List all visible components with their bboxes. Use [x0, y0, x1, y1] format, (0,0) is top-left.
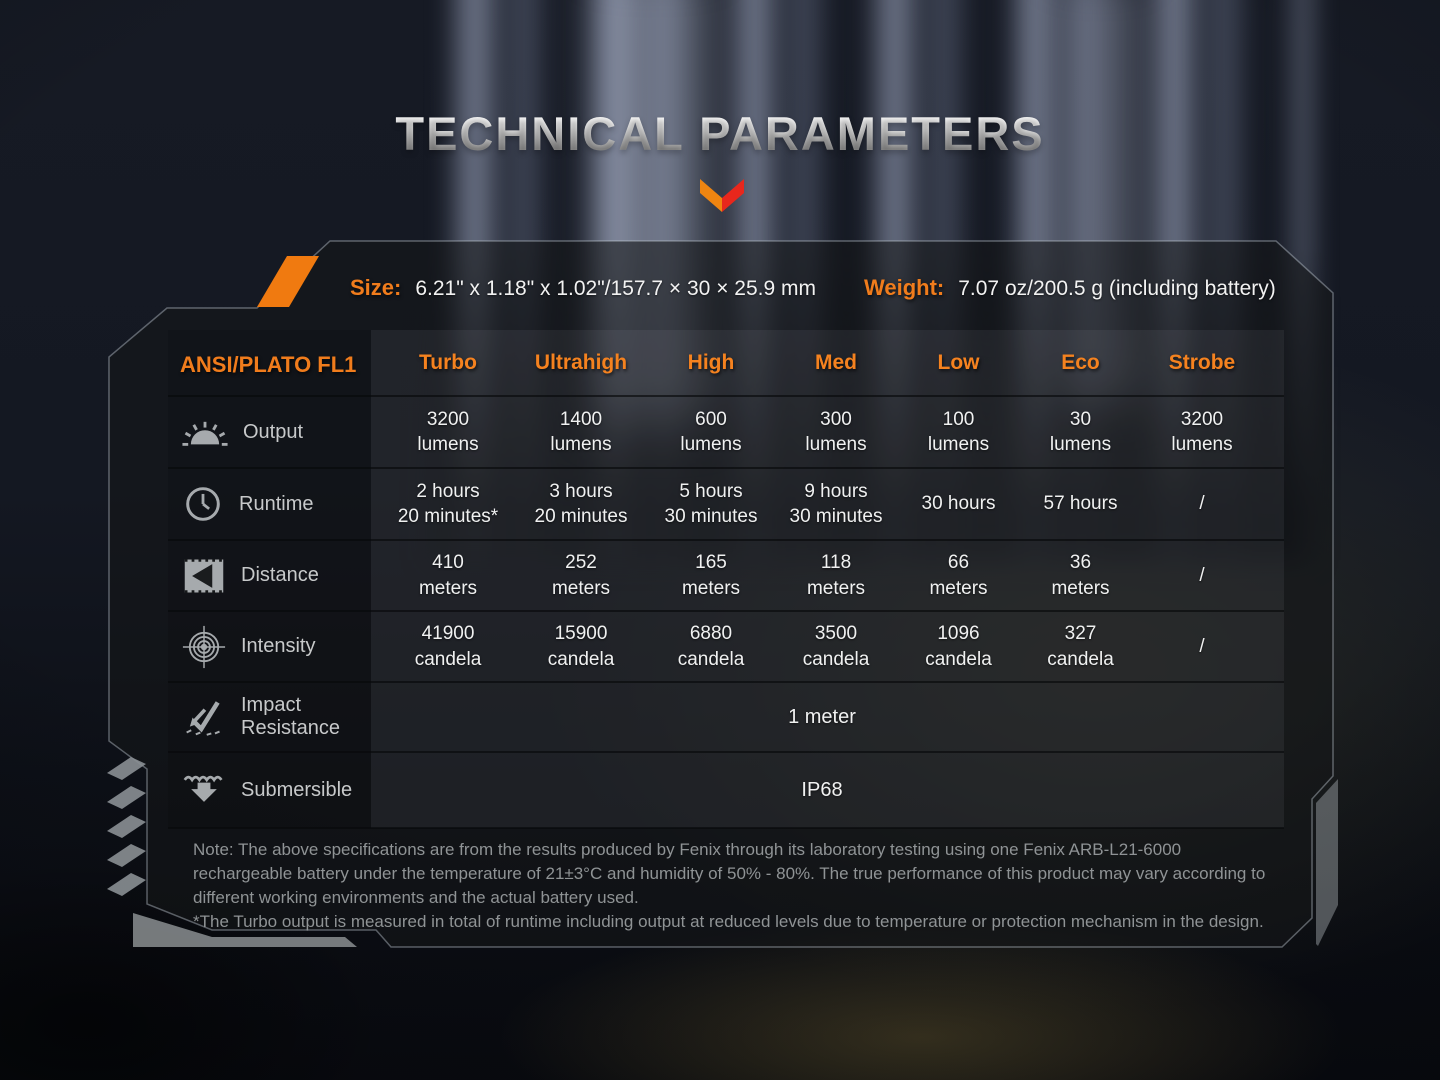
table-cell: 5 hours 30 minutes: [664, 480, 758, 527]
row-label: Distance: [241, 564, 319, 586]
table-cell: /: [1199, 564, 1205, 586]
column-header: Med: [815, 351, 857, 374]
weight-label: Weight:: [863, 275, 945, 300]
table-cell: /: [1199, 493, 1205, 515]
footnote: Note: The above specifications are from …: [193, 838, 1275, 935]
table-cell: 6880 candela: [677, 623, 745, 670]
table-cell: 36 meters: [1051, 552, 1110, 599]
row-header-output: Output: [182, 396, 367, 468]
table-cell: 41900 candela: [414, 623, 482, 670]
sunrise-output-icon: [182, 421, 228, 446]
beam-distance-icon: [184, 558, 224, 593]
right-accent-bar: [1316, 779, 1338, 946]
chevron-down-icon: [700, 179, 744, 212]
table-cell: 600 lumens: [680, 408, 742, 455]
table-cell: 410 meters: [418, 552, 478, 599]
size-value: 6.21" x 1.18" x 1.02"/157.7 × 30 × 25.9 …: [415, 277, 816, 300]
table-cell: 118 meters: [806, 552, 866, 599]
orange-corner-accent: [257, 256, 319, 307]
table-cell: 57 hours: [1043, 493, 1118, 515]
table-cell: 1096 candela: [925, 623, 992, 670]
column-header: Low: [937, 351, 980, 374]
page-title: TECHNICAL PARAMETERS: [0, 106, 1440, 161]
table-cell-impact-resistance: 1 meter: [788, 705, 856, 728]
submersible-icon: [183, 775, 223, 802]
table-cell: 66 meters: [929, 552, 988, 599]
row-separators: [168, 395, 1284, 829]
impact-resistance-icon: [186, 701, 220, 736]
row-label: Impact Resistance: [241, 694, 340, 739]
row-label: Runtime: [239, 492, 314, 515]
table-cell: 3 hours 20 minutes: [534, 480, 628, 527]
table-cell: 9 hours 30 minutes: [789, 480, 883, 527]
left-hatch-stripes: [107, 757, 146, 896]
table-cell: 30 lumens: [1049, 408, 1112, 455]
table-row-runtime: 2 hours 20 minutes* 3 hours 20 minutes 5…: [381, 468, 1263, 540]
footnote-paragraph: *The Turbo output is measured in total o…: [193, 912, 1264, 932]
column-header: High: [687, 351, 735, 374]
table-cell: 252 meters: [551, 552, 611, 599]
column-header: Strobe: [1168, 351, 1236, 374]
column-header-row: Turbo Ultrahigh High Med Low Eco Strobe: [381, 330, 1263, 396]
table-columns-background: [371, 330, 1284, 828]
bottom-left-accent-bar: [133, 913, 357, 947]
row-label: Output: [243, 420, 304, 443]
table-cell: /: [1199, 635, 1205, 657]
table-cell: 300 lumens: [805, 408, 867, 455]
footnote-paragraph: Note: The above specifications are from …: [193, 840, 1266, 908]
column-header: Turbo: [419, 351, 477, 374]
table-cell: 327 candela: [1047, 623, 1114, 670]
column-header: Ultrahigh: [534, 351, 628, 374]
table-cell: 165 meters: [681, 552, 741, 599]
target-intensity-icon: [182, 625, 226, 668]
panel-outline: [108, 240, 1334, 948]
row-header-submersible: Submersible: [182, 752, 367, 828]
size-label: Size:: [350, 275, 402, 300]
column-header: Eco: [1061, 351, 1100, 374]
row-label: Intensity: [241, 635, 316, 657]
row-header-distance: Distance: [182, 540, 367, 611]
row-header-runtime: Runtime: [182, 468, 367, 540]
row-label: Submersible: [241, 778, 353, 801]
row-header-impact-resistance: Impact Resistance: [182, 682, 367, 752]
table-cell: 30 hours: [921, 493, 996, 515]
size-weight-row: Size: 6.21" x 1.18" x 1.02"/157.7 × 30 ×…: [350, 275, 1276, 301]
table-corner-label: ANSI/PLATO FL1: [180, 352, 357, 377]
table-row-distance: 410 meters 252 meters 165 meters 118 met…: [381, 540, 1263, 611]
table-row-output: 3200 lumens 1400 lumens 600 lumens 300 l…: [381, 396, 1263, 468]
table-cell: 3500 candela: [802, 623, 870, 670]
table-cell: 2 hours 20 minutes*: [397, 480, 499, 527]
table-cell: 3200 lumens: [417, 408, 479, 455]
clock-icon: [186, 487, 220, 521]
table-cell-submersible: IP68: [801, 778, 843, 801]
table-row-intensity: 41900 candela 15900 candela 6880 candela…: [381, 611, 1263, 682]
table-cell: 100 lumens: [927, 408, 990, 455]
table-cell: 3200 lumens: [1171, 408, 1233, 455]
table-cell: 1400 lumens: [550, 408, 612, 455]
weight-value: 7.07 oz/200.5 g (including battery): [958, 277, 1276, 300]
row-header-intensity: Intensity: [182, 611, 367, 682]
table-cell: 15900 candela: [547, 623, 615, 670]
